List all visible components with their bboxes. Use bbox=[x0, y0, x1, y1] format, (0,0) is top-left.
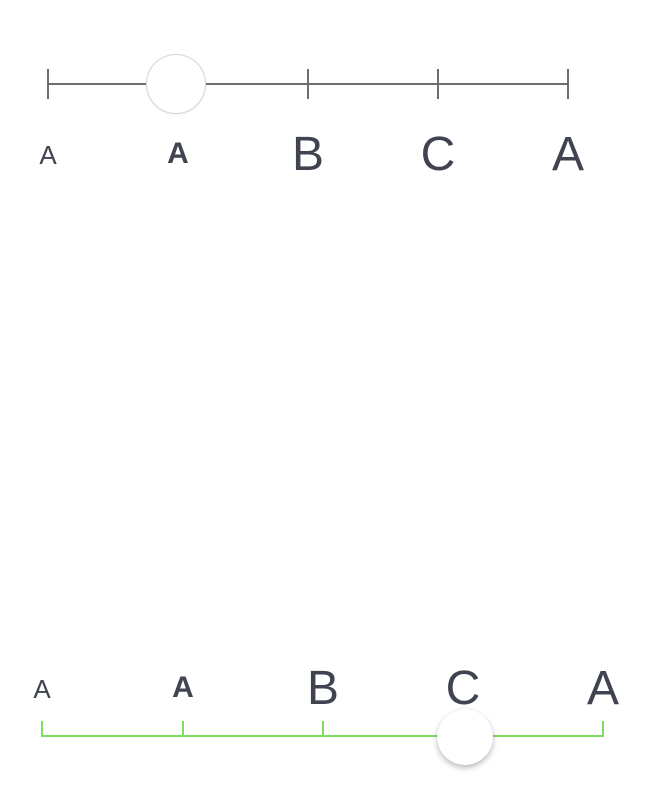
top-font-size-slider[interactable]: A A B C A bbox=[0, 0, 666, 200]
top-slider-label-3: C bbox=[420, 128, 456, 181]
top-slider-tick-3[interactable] bbox=[437, 69, 439, 99]
top-slider-thumb[interactable] bbox=[146, 54, 206, 114]
top-slider-tick-4[interactable] bbox=[567, 69, 569, 99]
bottom-slider-label-0: A bbox=[33, 674, 51, 704]
bottom-slider-tick-4[interactable] bbox=[602, 721, 604, 737]
bottom-slider-label-2: B bbox=[306, 662, 340, 715]
bottom-slider-thumb[interactable] bbox=[437, 709, 493, 765]
top-slider-label-0: A bbox=[39, 140, 57, 170]
bottom-slider-label-3: C bbox=[445, 662, 481, 715]
top-slider-label-4: A bbox=[551, 128, 585, 181]
bottom-slider-label-1: A bbox=[172, 671, 194, 704]
bottom-slider-label-4: A bbox=[586, 662, 620, 715]
top-slider-tick-2[interactable] bbox=[307, 69, 309, 99]
bottom-font-size-slider[interactable]: A A B C A bbox=[0, 640, 666, 786]
top-slider-tick-0[interactable] bbox=[47, 69, 49, 99]
bottom-slider-tick-0[interactable] bbox=[41, 721, 43, 737]
top-slider-label-1: A bbox=[167, 137, 189, 170]
bottom-slider-tick-2[interactable] bbox=[322, 721, 324, 737]
top-slider-label-2: B bbox=[291, 128, 325, 181]
bottom-slider-tick-1[interactable] bbox=[182, 721, 184, 737]
